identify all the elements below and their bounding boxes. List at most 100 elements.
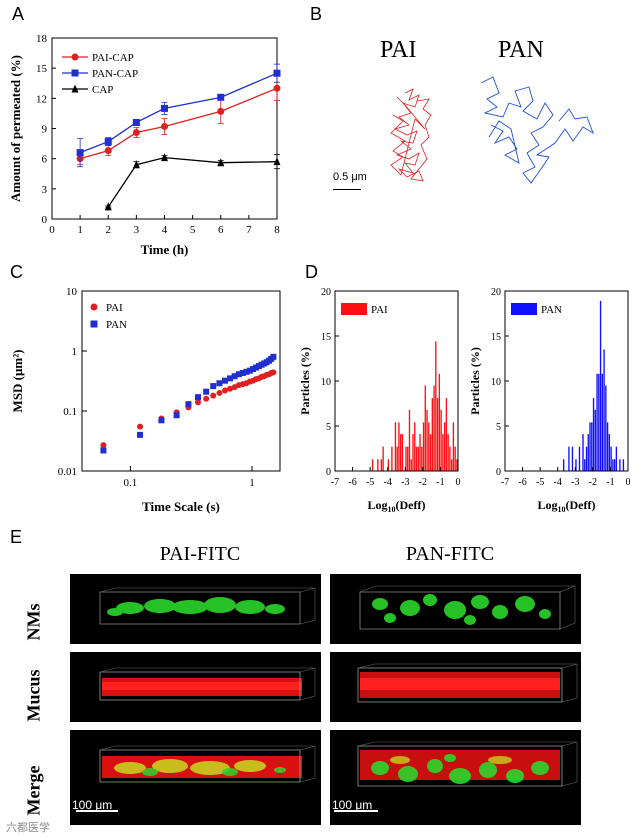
histogram-bar <box>606 422 609 471</box>
histogram-bar <box>582 434 584 471</box>
y-tick-label: 18 <box>36 33 48 45</box>
column-title-pai-fitc: PAI-FITC <box>159 543 241 565</box>
y-tick-label: 0 <box>496 467 501 478</box>
x-tick-label: 3 <box>134 224 140 236</box>
histogram-bar <box>443 422 446 471</box>
legend-marker <box>71 53 79 61</box>
data-point-pan <box>250 366 257 373</box>
data-point-pai <box>222 387 229 394</box>
chart-d-pai-histogram: -7 -6 -5 -4 -3 -2 -1 0 0 5 10 15 20 Log10(Deff) Partic… <box>298 287 461 514</box>
scale-bar-line <box>333 189 361 190</box>
legend-label-pan: PAN <box>106 319 127 331</box>
x-axis-label: Time (h) <box>141 242 189 257</box>
histogram-bar <box>598 373 600 471</box>
histogram-bar <box>601 373 603 471</box>
data-point-pai <box>270 369 277 376</box>
data-point-pai <box>100 442 107 449</box>
histogram-bar <box>613 459 616 471</box>
histogram-bar <box>447 434 449 471</box>
histogram-bar <box>401 434 404 471</box>
histogram-bar <box>435 341 437 471</box>
histogram-bar <box>391 446 393 471</box>
x-tick-label: -6 <box>348 477 356 488</box>
data-point-pan-cap <box>217 93 225 101</box>
y-tick-label: 15 <box>321 332 331 343</box>
plot-frame <box>81 290 281 472</box>
data-point-pan <box>227 375 234 382</box>
histogram-bar <box>417 446 419 471</box>
histogram-bar <box>585 446 588 471</box>
x-tick-label: -1 <box>436 477 444 488</box>
data-point-pai-cap <box>273 84 281 92</box>
histogram-bar <box>599 300 602 471</box>
histogram-bar <box>429 434 432 471</box>
histogram-bar <box>619 459 621 471</box>
histogram-bar <box>394 422 397 471</box>
y-tick-label: 20 <box>321 287 331 298</box>
x-tick-label: 7 <box>246 224 252 236</box>
histogram-bar <box>452 422 455 471</box>
x-tick-label: 0 <box>49 224 55 236</box>
y-axis-label: MSD (μm²) <box>10 350 25 413</box>
histogram-bar <box>449 446 451 471</box>
histogram-bar <box>442 434 444 471</box>
panel-label-e: E <box>10 527 23 547</box>
histogram-bar <box>415 446 418 471</box>
x-tick-label: 8 <box>274 224 280 236</box>
scale-label-pai: 100 μm <box>72 798 113 812</box>
histogram-bar <box>596 373 598 471</box>
x-tick-label: 0 <box>456 477 461 488</box>
histogram-bar <box>387 459 390 471</box>
data-point-pan <box>195 394 202 401</box>
x-tick-label: -1 <box>606 477 614 488</box>
histogram-bar <box>426 409 428 471</box>
x-tick-label: -5 <box>366 477 374 488</box>
label-pai: PAI <box>380 37 417 63</box>
histogram-bar <box>419 434 421 471</box>
x-tick-label: -2 <box>419 477 427 488</box>
data-point-pai-cap <box>132 129 140 137</box>
histogram-bar <box>622 459 625 471</box>
legend-label-pai: PAI <box>106 302 123 314</box>
histogram-bar <box>610 446 612 471</box>
data-point-pan <box>243 368 250 375</box>
data-point-pan <box>100 447 107 454</box>
x-tick-label: 2 <box>106 224 112 236</box>
micro-pai-mucus <box>70 652 321 722</box>
data-point-pan <box>203 388 210 395</box>
micro-pan-mucus <box>330 652 581 722</box>
histogram-bar <box>421 446 423 471</box>
data-point-pan-cap <box>132 118 140 126</box>
scale-bar-pai <box>76 810 118 812</box>
histogram-bar <box>424 385 426 471</box>
histogram-bar <box>436 398 439 471</box>
micro-pai-nms <box>70 574 321 644</box>
x-tick-label: 1 <box>77 224 83 236</box>
series-line-pan-cap <box>79 72 278 154</box>
x-tick-label: -7 <box>501 477 509 488</box>
legend-marker <box>71 84 79 93</box>
y-tick-label: 10 <box>321 377 331 388</box>
y-axis-label: Amount of permeated (%) <box>8 55 23 202</box>
micro-pan-nms <box>330 574 581 644</box>
legend-label-pai: PAI <box>371 304 388 316</box>
data-point-pai-cap <box>104 147 112 155</box>
x-axis-label: Log10(Deff) <box>538 498 596 514</box>
histogram-bar <box>612 459 614 471</box>
panel-label-a: A <box>12 4 25 24</box>
x-tick-label: -2 <box>589 477 597 488</box>
row-label-mucus: Mucus <box>23 669 44 722</box>
watermark: 六都医学 <box>6 821 50 834</box>
data-point-pan <box>216 380 223 387</box>
x-tick-label: -4 <box>554 477 562 488</box>
histogram-bar <box>594 409 596 471</box>
histogram-bar <box>371 459 374 471</box>
x-tick-label: -7 <box>331 477 339 488</box>
chart-c-msd: 0.1 1 0.01 0.1 1 10 Time Scale (s) MSD (μm²) PAI… <box>10 286 281 514</box>
data-point-pan <box>270 353 277 360</box>
histogram-bar <box>445 398 448 471</box>
y-tick-label: 0 <box>326 467 331 478</box>
panel-b-trajectories: PAI PAN 0.5 μm <box>315 25 615 225</box>
histogram-bar <box>440 409 442 471</box>
